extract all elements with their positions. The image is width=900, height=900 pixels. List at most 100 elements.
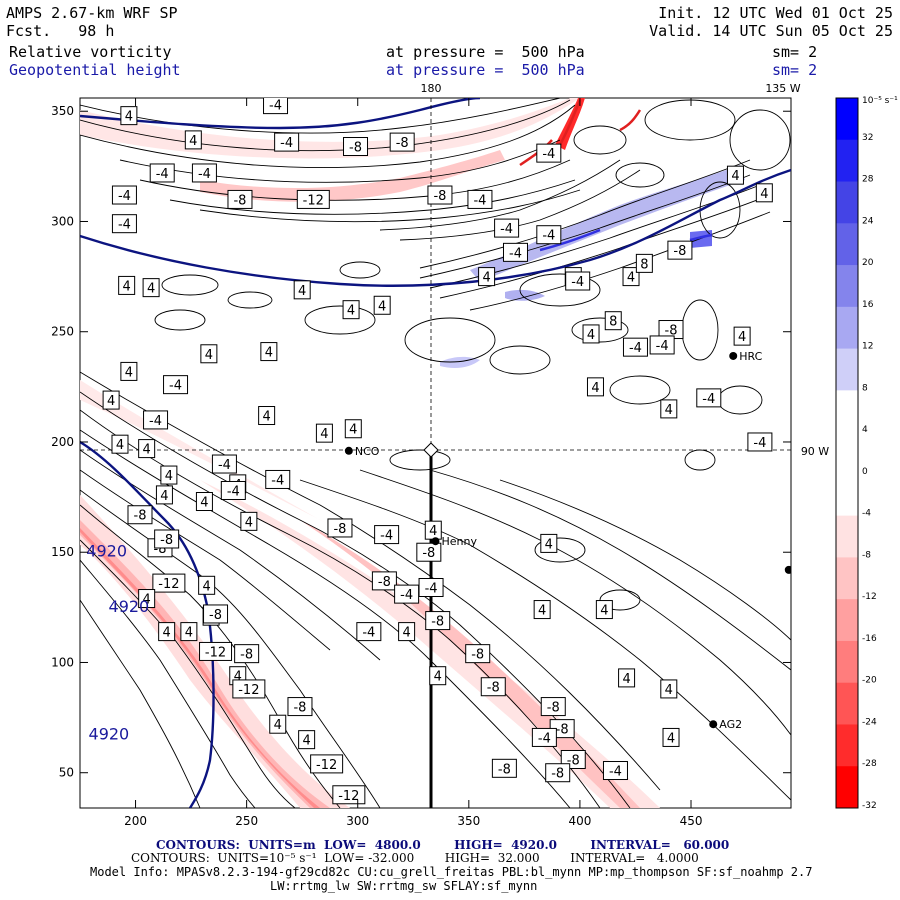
vorticity-label: 4 (184, 130, 202, 150)
station-marker (344, 446, 353, 455)
vorticity-label: -4 (531, 727, 557, 747)
vorticity-label: 4 (180, 622, 198, 642)
lon-label-90w: 90 W (801, 445, 829, 458)
colorbar-label: -12 (862, 592, 877, 602)
vorticity-label: -4 (565, 271, 591, 291)
svg-text:-4: -4 (753, 436, 766, 451)
vorticity-labels: 4-44-4-8-8-4-4-4-8-12-8-4-4-4-4-444-448-… (102, 98, 773, 805)
vorticity-label: -8 (371, 571, 397, 591)
svg-text:-4: -4 (400, 588, 413, 603)
vorticity-label: -8 (480, 677, 506, 697)
svg-text:4: 4 (482, 271, 490, 286)
vorticity-label: 4 (622, 267, 640, 287)
vorticity-label: 4 (158, 622, 176, 642)
y-tick-label: 50 (59, 766, 74, 780)
forecast-hour: Fcst. 98 h (6, 22, 115, 40)
vorticity-label: -4 (220, 480, 246, 500)
vorticity-label: -4 (536, 225, 562, 245)
svg-text:4: 4 (123, 279, 131, 294)
contour-field: 4-44-4-8-8-4-4-4-8-12-8-4-4-4-4-444-448-… (80, 98, 791, 808)
svg-text:-4: -4 (118, 218, 131, 233)
height-label: 4920 (109, 597, 150, 616)
vorticity-label: -8 (234, 644, 260, 664)
y-tick-label: 150 (51, 545, 74, 559)
vorticity-label: 4 (342, 300, 360, 320)
x-tick-label: 250 (235, 814, 258, 828)
vorticity-label: -12 (199, 641, 233, 661)
svg-text:4: 4 (600, 604, 608, 619)
svg-text:-12: -12 (303, 193, 324, 208)
svg-text:4: 4 (234, 670, 242, 685)
colorbar-segment (836, 139, 858, 183)
vorticity-label: 4 (195, 492, 213, 512)
height-label: 4920 (86, 542, 127, 561)
vorticity-label: -8 (491, 758, 517, 778)
svg-text:-4: -4 (629, 341, 642, 356)
x-axis: 200 250 300 350 400 450 (124, 98, 702, 828)
shade-band (505, 289, 545, 301)
colorbar-segment (836, 599, 858, 642)
colorbar-label: -32 (862, 801, 877, 811)
vorticity-label: -8 (545, 763, 571, 783)
vorticity-label: 4 (120, 106, 138, 126)
svg-text:-8: -8 (293, 701, 306, 716)
colorbar-units: 10⁻⁵ s⁻¹ (862, 96, 898, 106)
station-label: NCO (355, 445, 380, 458)
vorticity-label: -8 (667, 240, 693, 260)
vorticity-label: 4 (398, 622, 416, 642)
shade-band (80, 495, 350, 808)
colorbar-label: -4 (862, 509, 871, 519)
svg-text:-8: -8 (240, 648, 253, 663)
svg-text:-12: -12 (338, 789, 359, 804)
vorticity-label: -4 (394, 584, 420, 604)
shade-band (80, 98, 580, 159)
colorbar-label: 20 (862, 258, 874, 268)
svg-text:-12: -12 (158, 577, 179, 592)
x-tick-label: 400 (568, 814, 591, 828)
svg-text:-4: -4 (500, 222, 513, 237)
colorbar-segment (836, 348, 858, 391)
svg-text:-4: -4 (542, 229, 555, 244)
y-tick-label: 100 (51, 655, 74, 669)
vorticity-label: 4 (586, 377, 604, 397)
vorticity-label: -8 (389, 132, 415, 152)
svg-text:4: 4 (274, 718, 282, 733)
svg-text:4: 4 (200, 496, 208, 511)
colorbar-segment (836, 557, 858, 600)
svg-text:-4: -4 (280, 136, 293, 151)
svg-text:4: 4 (627, 271, 635, 286)
svg-text:-8: -8 (673, 244, 686, 259)
vorticity-label: -8 (343, 137, 369, 157)
colorbar-label: -8 (862, 550, 871, 560)
svg-text:4: 4 (298, 284, 306, 299)
shade-band (690, 230, 712, 248)
valid-time: Valid. 14 UTC Sun 05 Oct 25 (649, 22, 893, 40)
svg-text:8: 8 (640, 257, 648, 272)
colorbar-label: -28 (862, 759, 877, 769)
svg-text:-4: -4 (271, 473, 284, 488)
lon-label-180: 180 (421, 82, 442, 95)
svg-text:-8: -8 (333, 522, 346, 537)
colorbar-segment (836, 515, 858, 558)
svg-text:-8: -8 (396, 136, 409, 151)
svg-text:8: 8 (609, 315, 617, 330)
vorticity-label: -8 (416, 542, 442, 562)
vorticity-label: -4 (265, 469, 291, 489)
vorticity-label: -8 (425, 611, 451, 631)
svg-text:-4: -4 (473, 193, 486, 208)
vorticity-label: -4 (149, 163, 175, 183)
station-label: AG2 (719, 718, 742, 731)
svg-text:4: 4 (545, 537, 553, 552)
svg-text:4: 4 (349, 423, 357, 438)
vorticity-label: 4 (138, 589, 156, 609)
vorticity-label: 4 (582, 324, 600, 344)
vorticity-label: -12 (232, 679, 266, 699)
vorticity-label: 4 (478, 267, 496, 287)
svg-text:4: 4 (302, 734, 310, 749)
colorbar-segment (836, 306, 858, 350)
vorticity-label: 4 (595, 600, 613, 620)
shade-band (470, 165, 745, 282)
vorticity-label: -8 (154, 529, 180, 549)
vorticity-label: 4 (662, 727, 680, 747)
colorbar-segment (836, 223, 858, 266)
